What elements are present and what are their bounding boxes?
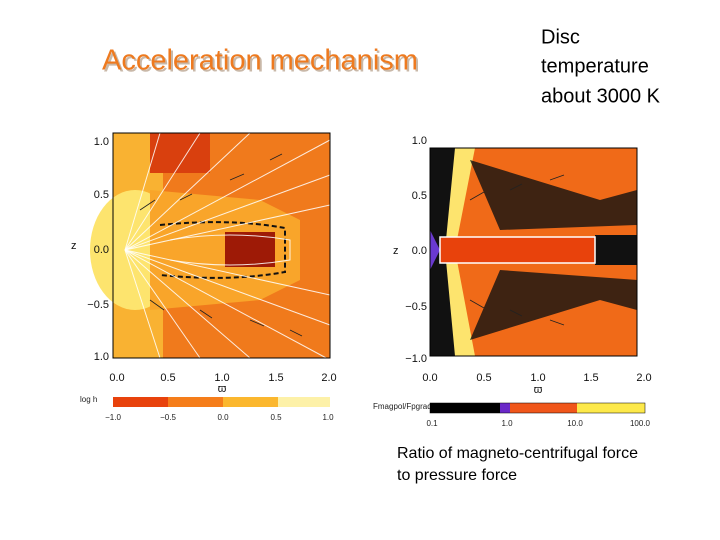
y-label: z [71,240,77,252]
y-tick-label: 0.5 [94,189,109,201]
x-tick-label: 1.5 [268,372,283,384]
note-line: temperature [541,55,649,77]
colorbar-segment [430,403,500,413]
colorbar-tick-label: 0.0 [217,413,229,422]
left-plot: z 1.0 0.5 0.0 −0.5 1.0 0.0 0.5 1.0 1.5 2… [71,132,337,422]
x-tick-label: 0.5 [476,372,491,384]
region [470,270,637,340]
y-tick-label: 1.0 [94,351,109,363]
colorbar-segment [168,397,223,407]
y-tick-label: 1.0 [94,136,109,148]
colorbar-tick-label: −0.5 [160,413,176,422]
x-tick-label: 1.0 [530,372,545,384]
x-tick-label: 2.0 [321,372,336,384]
caption-line: to pressure force [397,467,517,484]
x-tick-label: 1.5 [583,372,598,384]
title-shadow: Acceleration mechanism [104,47,420,79]
plot-frame [112,132,331,359]
colorbar-tick-label: 1.0 [322,413,334,422]
colorbar-label: log h [80,395,97,404]
x-tick-label: 0.0 [109,372,124,384]
x-tick-label: 0.0 [422,372,437,384]
field-lines [469,174,565,326]
note-line: Disc [541,26,580,48]
region [470,160,637,230]
field-lines [124,132,331,361]
colorbar-tick-label: 1.0 [501,419,513,428]
title: Acceleration mechanism [102,45,418,77]
note-line: about 3000 K [541,85,661,107]
right-plot: z 1.0 0.5 0.0 −0.5 −1.0 0.0 0.5 1.0 1.5 … [373,135,652,428]
colorbar-segment [223,397,278,407]
colorbar-segment [510,403,577,413]
disc [439,236,596,264]
x-label: ϖ [534,384,543,396]
region [150,133,210,173]
x-tick-label: 2.0 [636,372,651,384]
y-tick-label: −0.5 [405,301,427,313]
x-label: ϖ [218,383,227,395]
y-tick-label: 0.5 [412,190,427,202]
colorbar-segment [577,403,645,413]
y-tick-label: 1.0 [412,135,427,147]
y-tick-label: −0.5 [87,299,109,311]
x-tick-label: 1.0 [214,372,229,384]
colorbar-tick-label: 0.1 [426,419,438,428]
colorbar-tick-label: 100.0 [630,419,651,428]
y-tick-label: 0.0 [412,245,427,257]
y-label: z [393,245,399,257]
region [595,235,637,265]
plot-frame [429,147,638,357]
colorbar-tick-label: 0.5 [270,413,282,422]
note: Disc temperature about 3000 K [541,26,661,107]
colorbar-tick-label: −1.0 [105,413,121,422]
colorbar-tick-label: 10.0 [567,419,583,428]
y-tick-label: −1.0 [405,353,427,365]
x-tick-label: 0.5 [160,372,175,384]
region [430,230,440,270]
colorbar-segment [113,397,168,407]
colorbar-segment [278,397,330,407]
y-tick-label: 0.0 [94,244,109,256]
colorbar-label: Fmagpol/Fpgrad [373,402,432,411]
region [225,232,275,267]
contour [159,221,286,279]
caption-line: Ratio of magneto-centrifugal force [397,445,638,462]
caption: Ratio of magneto-centrifugal force to pr… [397,445,638,484]
colorbar-frame [429,402,646,414]
colorbar-segment [500,403,510,413]
